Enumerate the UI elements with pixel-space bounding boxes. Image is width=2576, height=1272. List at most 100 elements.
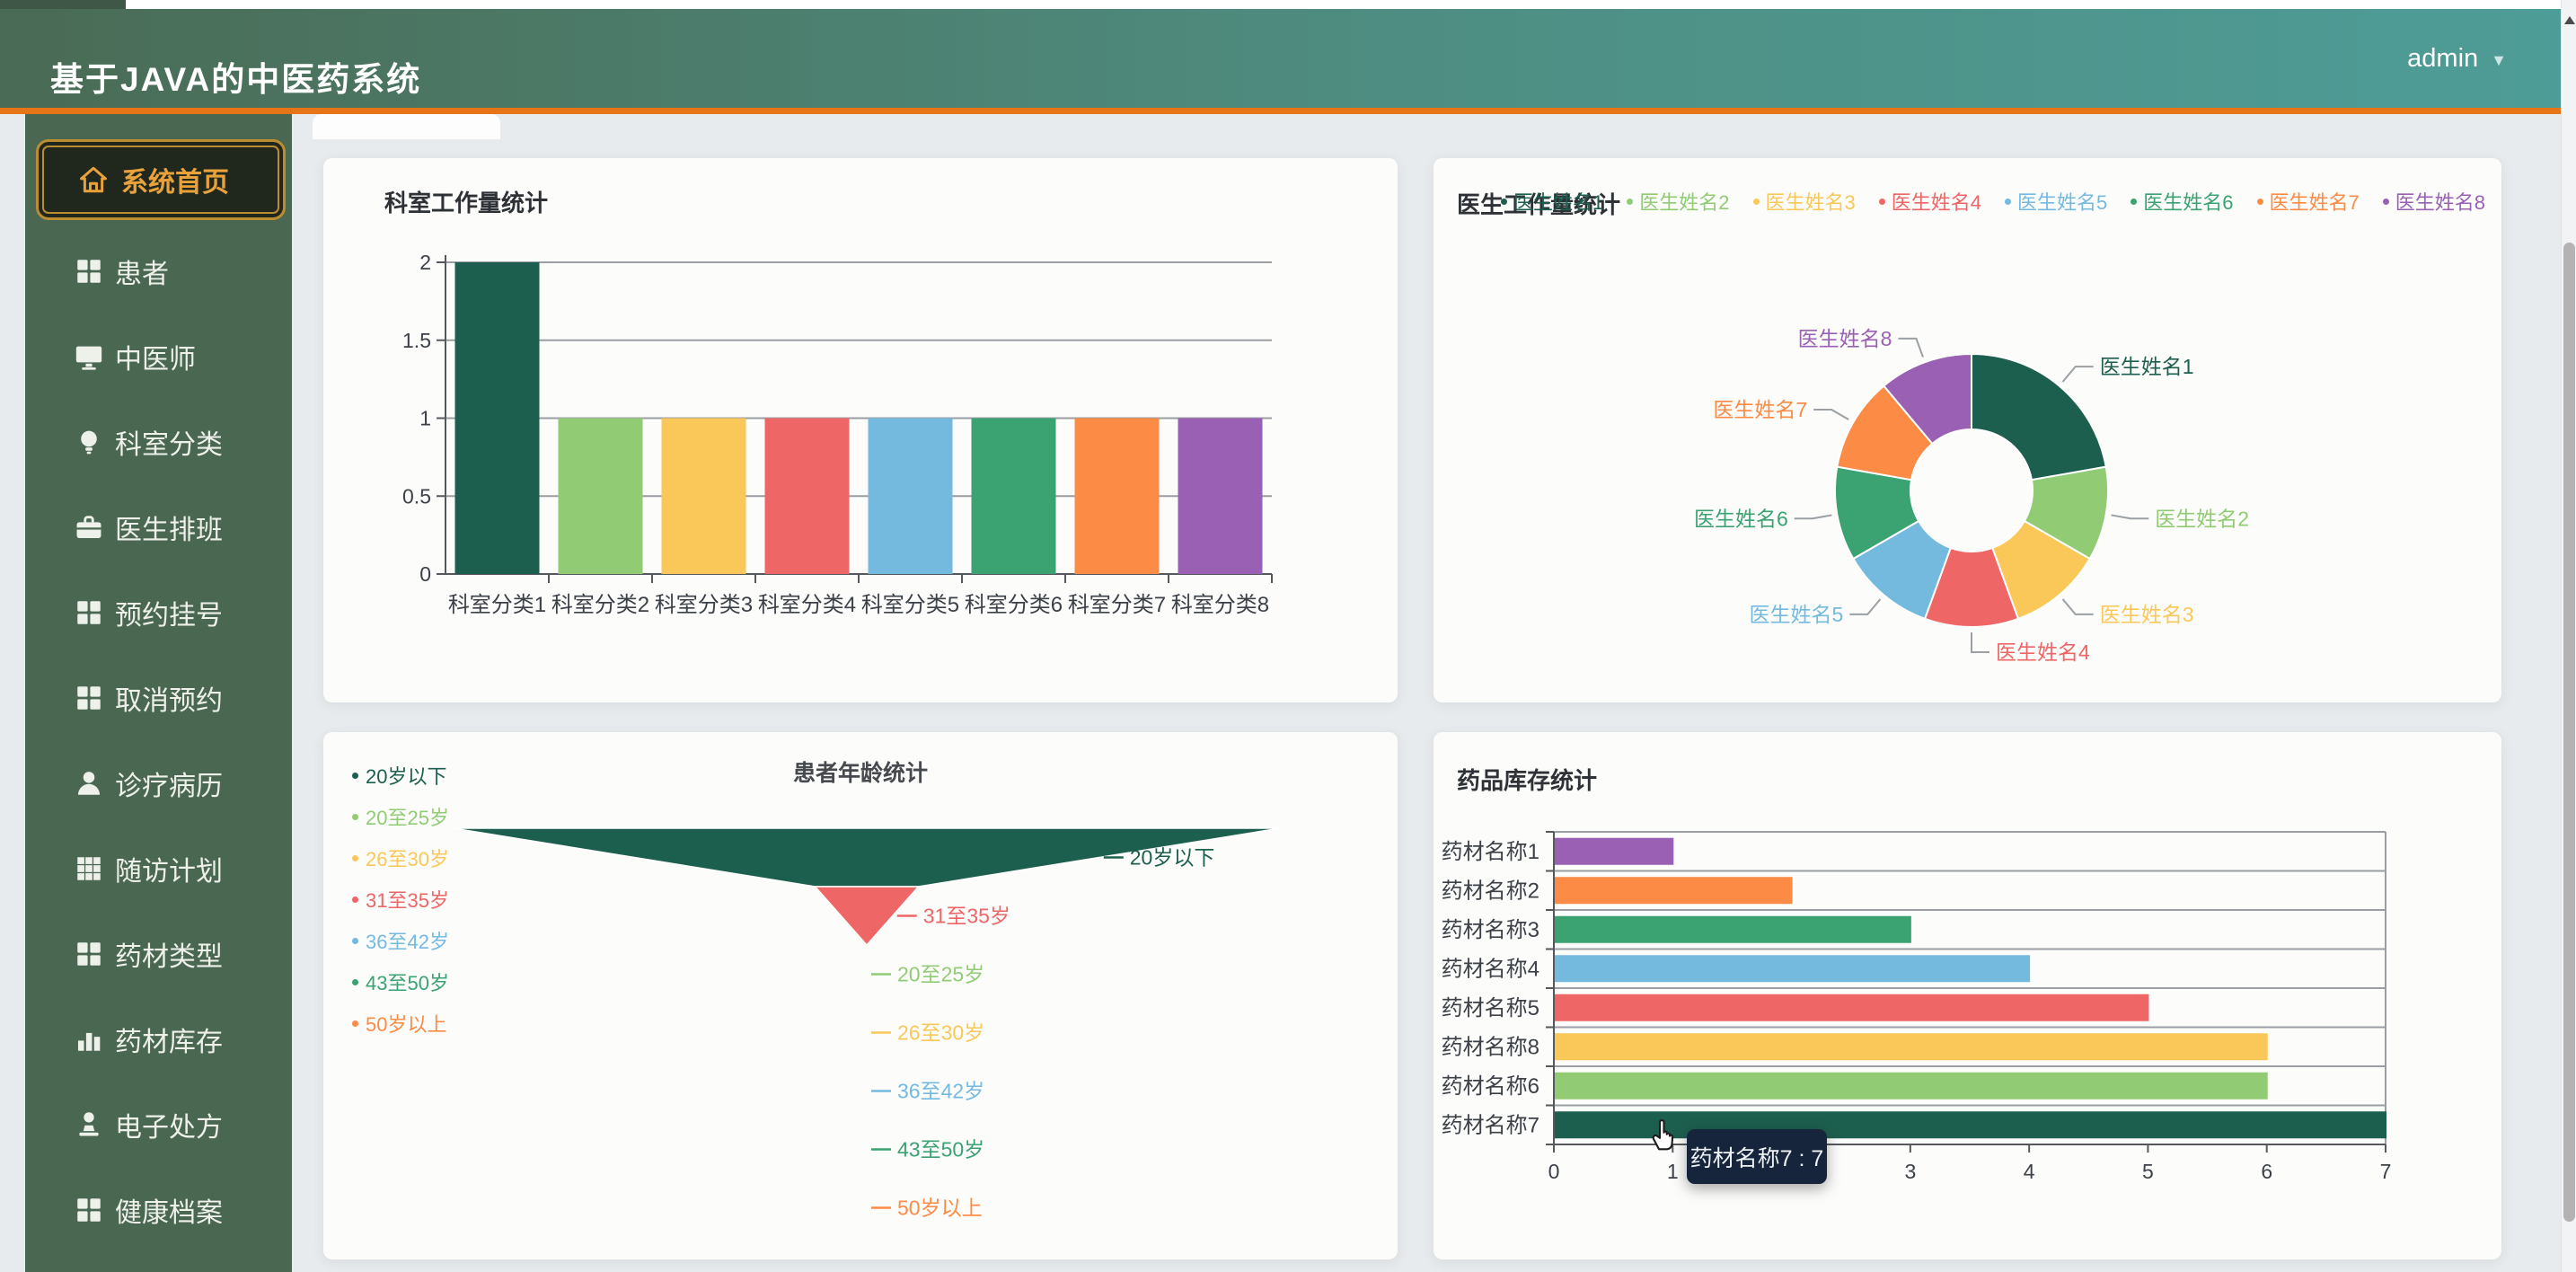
legend-item[interactable]: 43至50岁 [352,969,449,994]
legend-item[interactable]: 36至42岁 [352,928,449,953]
legend-item[interactable]: 医生姓名7 [2256,187,2360,216]
scroll-up-arrow[interactable] [2562,11,2576,34]
legend-marker-icon [352,772,358,779]
pie-slice-医生姓名8[interactable] [1882,352,1972,446]
sidebar-item-3[interactable]: 中医师 [25,331,292,382]
svg-text:科室分类1: 科室分类1 [448,593,546,617]
svg-text:药材名称3: 药材名称3 [1442,918,1539,942]
legend-item[interactable]: 26至30岁 [352,845,449,870]
sidebar-item-7[interactable]: 取消预约 [25,673,292,723]
legend-marker-icon [2382,198,2389,205]
legend-label: 43至50岁 [366,972,449,994]
legend-marker-icon [352,854,358,861]
bar-药材名称3[interactable] [1555,915,1911,943]
bar-科室分类1[interactable] [454,262,540,574]
svg-text:0: 0 [419,562,431,586]
legend-label: 20岁以下 [366,765,447,788]
bar-药材名称4[interactable] [1555,955,2031,983]
svg-text:5: 5 [2142,1160,2154,1183]
legend-marker-icon [1878,198,1885,205]
sidebar-item-12[interactable]: 电子处方 [25,1100,292,1150]
scroll-thumb[interactable] [2563,243,2575,1222]
svg-text:药材名称5: 药材名称5 [1442,996,1539,1020]
bar-科室分类4[interactable] [764,418,850,575]
bar-药材名称6[interactable] [1555,1072,2268,1100]
legend-item[interactable]: 医生姓名5 [2005,187,2107,216]
svg-text:科室分类2: 科室分类2 [551,593,649,617]
svg-text:医生姓名3: 医生姓名3 [2100,603,2194,626]
legend-label: 50岁以上 [366,1013,447,1036]
legend-label: 31至35岁 [366,889,449,912]
svg-text:0: 0 [1548,1160,1560,1183]
funnel-slice-31至35岁[interactable] [813,886,921,947]
svg-text:1: 1 [1667,1160,1679,1183]
sidebar-item-label: 诊疗病历 [115,772,223,801]
user-menu[interactable]: admin ▼ [2407,9,2507,108]
svg-text:药材名称4: 药材名称4 [1442,957,1539,981]
svg-text:7: 7 [2380,1160,2392,1183]
bar-药材名称5[interactable] [1555,994,2149,1021]
legend-label: 医生姓名5 [2017,191,2108,214]
bar-科室分类5[interactable] [868,418,953,575]
bar-科室分类6[interactable] [971,418,1056,575]
sidebar-item-1[interactable]: 系统首页 [36,139,286,220]
legend-marker-icon [2256,198,2263,205]
sidebar-item-4[interactable]: 科室分类 [25,417,292,467]
svg-text:20岁以下: 20岁以下 [1130,846,1215,870]
sidebar-item-label: 预约挂号 [115,601,223,631]
scrollbar[interactable] [2561,0,2576,1272]
drug-stock-hbar-chart[interactable]: 01234567药材名称1药材名称2药材名称3药材名称4药材名称5药材名称8药材… [1434,732,2501,1259]
legend-item[interactable]: 20岁以下 [352,763,449,788]
legend-item[interactable]: 医生姓名8 [2382,187,2485,216]
pie-slice-医生姓名1[interactable] [1971,352,2107,481]
doctor-workload-donut-chart[interactable]: 医生姓名1 医生姓名2 医生姓名3 医生姓名4 医生姓名5 医生姓名6 医生姓名7 医生姓名8 [1434,158,2501,702]
sidebar-item-6[interactable]: 预约挂号 [25,587,292,638]
bar-科室分类7[interactable] [1074,418,1160,575]
svg-text:4: 4 [2024,1160,2035,1183]
chevron-down-icon[interactable]: ▼ [2491,50,2507,69]
svg-text:1: 1 [419,407,431,430]
sidebar-item-2[interactable]: 患者 [25,246,292,296]
svg-text:药材名称1: 药材名称1 [1442,840,1539,864]
grid-icon [74,683,104,713]
legend-label: 20至25岁 [366,807,449,829]
bulb-icon [74,427,104,457]
patient-age-funnel-chart[interactable]: 20岁以下 31至35岁 20至25岁 26至30岁 36至42岁 43至50岁 50岁以上 [323,732,1398,1259]
sidebar-item-label: 随访计划 [115,857,223,887]
sidebar-item-10[interactable]: 药材类型 [25,929,292,979]
legend-item[interactable]: 医生姓名6 [2130,187,2234,216]
sidebar-item-13[interactable]: 健康档案 [25,1185,292,1235]
bar-科室分类3[interactable] [661,418,746,575]
sidebar-item-9[interactable]: 随访计划 [25,844,292,894]
panel-title: 药品库存统计 [1457,767,1598,794]
legend-label: 医生姓名1 [1513,191,1604,214]
sidebar-item-5[interactable]: 医生排班 [25,502,292,552]
legend-item[interactable]: 50岁以上 [352,1011,449,1036]
legend-item[interactable]: 医生姓名3 [1752,187,1856,216]
bar-药材名称8[interactable] [1555,1033,2268,1061]
stamp-icon [74,1109,104,1140]
svg-text:20至25岁: 20至25岁 [897,963,984,986]
svg-text:0.5: 0.5 [402,484,431,508]
svg-text:2: 2 [419,251,431,274]
legend-item[interactable]: 医生姓名2 [1627,187,1730,216]
app-header: 基于JAVA的中医药系统 admin ▼ [0,9,2561,114]
legend-item[interactable]: 医生姓名4 [1878,187,1981,216]
user-name[interactable]: admin [2407,43,2479,73]
bar-科室分类8[interactable] [1178,418,1263,575]
sidebar-item-8[interactable]: 诊疗病历 [25,758,292,808]
home-icon [78,164,109,195]
svg-text:50岁以上: 50岁以上 [897,1197,983,1220]
svg-text:医生姓名5: 医生姓名5 [1750,603,1844,626]
content-tab[interactable] [313,114,500,139]
sidebar-item-label: 系统首页 [121,168,229,198]
legend-item[interactable]: 医生姓名1 [1501,187,1603,216]
sidebar-item-11[interactable]: 药材库存 [25,1014,292,1064]
legend-item[interactable]: 20至25岁 [352,804,449,829]
bar-药材名称1[interactable] [1555,837,1674,865]
bar-科室分类2[interactable] [558,418,643,575]
bar-药材名称2[interactable] [1555,877,1793,905]
legend-item[interactable]: 31至35岁 [352,887,449,912]
svg-text:科室分类4: 科室分类4 [758,593,856,617]
